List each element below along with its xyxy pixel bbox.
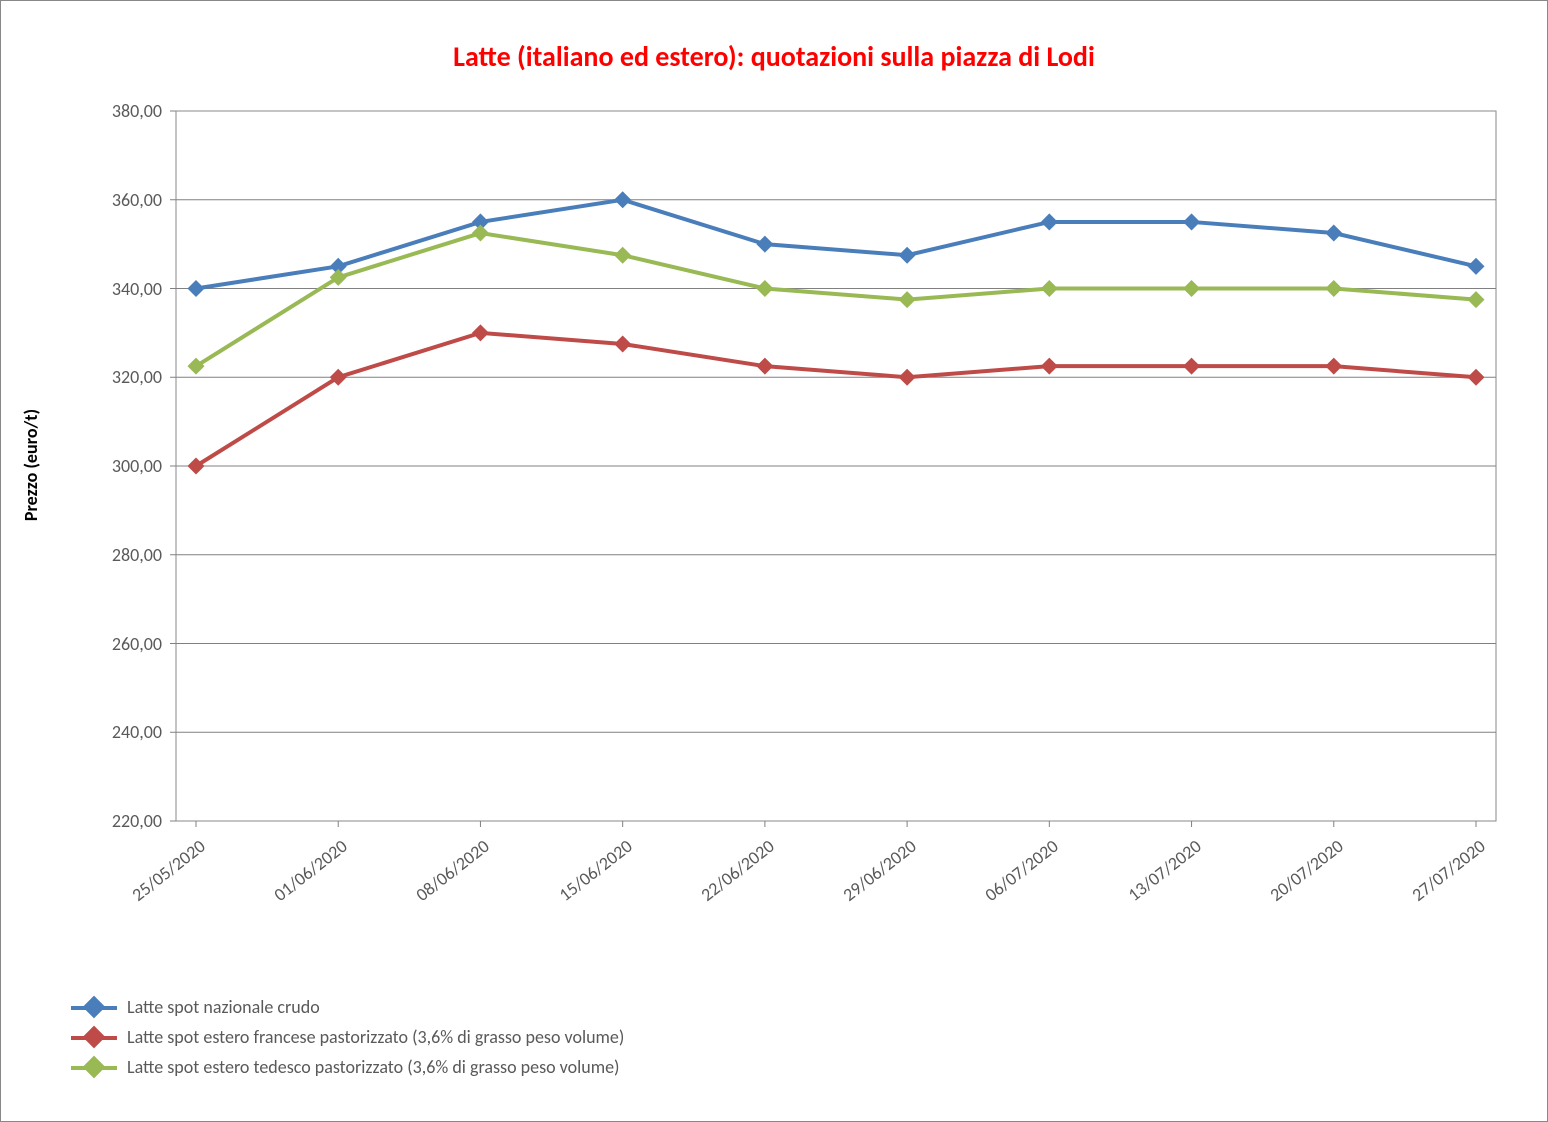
y-tick-label: 340,00: [112, 278, 162, 300]
chart-legend: Latte spot nazionale crudo Latte spot est…: [71, 996, 1507, 1086]
legend-swatch: [71, 1028, 117, 1046]
y-tick-label: 280,00: [112, 544, 162, 566]
chart-frame: Latte (italiano ed estero): quotazioni s…: [0, 0, 1548, 1122]
legend-swatch: [71, 998, 117, 1016]
legend-item: Latte spot estero francese pastorizzato …: [71, 1026, 891, 1048]
legend-label: Latte spot estero francese pastorizzato …: [127, 1026, 624, 1048]
y-axis-label: Prezzo (euro/t): [20, 365, 42, 565]
chart-plot-svg: [176, 111, 1496, 821]
x-tick-label: 22/06/2020: [696, 835, 778, 906]
y-tick-label: 260,00: [112, 633, 162, 655]
legend-swatch: [71, 1058, 117, 1076]
y-tick-label: 220,00: [112, 810, 162, 832]
x-tick-label: 06/07/2020: [981, 835, 1063, 906]
chart-title: Latte (italiano ed estero): quotazioni s…: [1, 39, 1547, 74]
y-tick-label: 300,00: [112, 455, 162, 477]
x-tick-label: 20/07/2020: [1265, 835, 1347, 906]
x-tick-label: 15/06/2020: [554, 835, 636, 906]
y-tick-label: 360,00: [112, 189, 162, 211]
y-tick-label: 380,00: [112, 100, 162, 122]
legend-label: Latte spot estero tedesco pastorizzato (…: [127, 1056, 620, 1078]
x-tick-label: 13/07/2020: [1123, 835, 1205, 906]
y-tick-label: 240,00: [112, 721, 162, 743]
x-tick-label: 25/05/2020: [128, 835, 210, 906]
x-tick-label: 27/07/2020: [1408, 835, 1490, 906]
x-tick-label: 29/06/2020: [839, 835, 921, 906]
x-tick-label: 08/06/2020: [412, 835, 494, 906]
legend-item: Latte spot estero tedesco pastorizzato (…: [71, 1056, 891, 1078]
legend-label: Latte spot nazionale crudo: [127, 996, 320, 1018]
x-tick-label: 01/06/2020: [270, 835, 352, 906]
legend-item: Latte spot nazionale crudo: [71, 996, 631, 1018]
y-tick-label: 320,00: [112, 366, 162, 388]
